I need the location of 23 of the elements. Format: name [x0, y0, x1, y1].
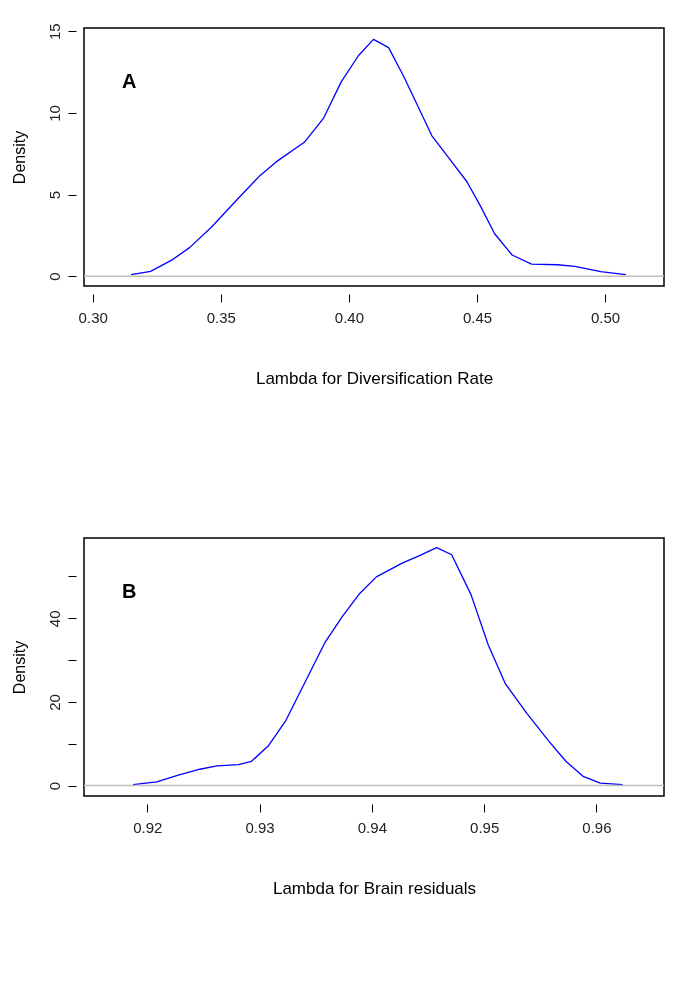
x-tick-label: 0.45 — [462, 308, 493, 326]
x-tick-label: 0.95 — [470, 818, 500, 836]
x-tick-label: 0.94 — [357, 818, 387, 836]
y-tick-label: 5 — [45, 190, 63, 200]
y-tick-label: 40 — [45, 610, 63, 628]
y-tick-label: 15 — [45, 23, 63, 41]
y-axis-title: Density — [10, 130, 28, 185]
y-axis-title: Density — [10, 640, 28, 695]
x-tick-label: 0.96 — [582, 818, 612, 836]
x-tick-label: 0.40 — [334, 308, 364, 326]
annotation: A — [122, 70, 137, 92]
y-tick-label: 10 — [45, 105, 63, 122]
x-tick-label: 0.35 — [206, 308, 236, 326]
x-tick-label: 0.30 — [78, 308, 108, 326]
y-tick-label: 0 — [45, 272, 63, 281]
y-tick-label: 0 — [45, 781, 63, 791]
y-tick-label: 20 — [45, 694, 63, 711]
x-tick-label: 0.92 — [133, 818, 163, 836]
x-axis-title: Lambda for Diversification Rate — [255, 368, 494, 388]
x-axis-title: Lambda for Brain residuals — [272, 878, 477, 898]
annotation: B — [122, 580, 137, 602]
x-tick-label: 0.50 — [590, 308, 621, 326]
x-tick-label: 0.93 — [245, 818, 275, 836]
